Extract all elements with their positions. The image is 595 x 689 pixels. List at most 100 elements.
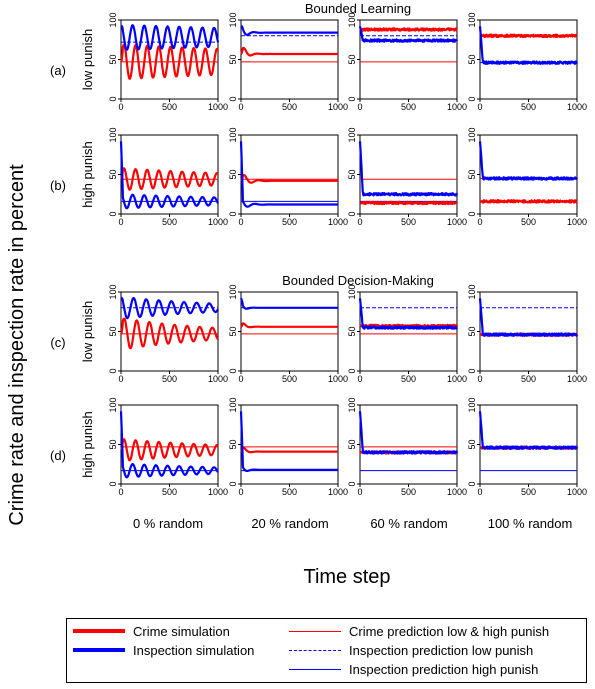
y-tick-label: 50 [228,169,238,179]
x-tick-label: 1000 [328,374,348,384]
inspection-simulation-line [119,411,219,479]
y-tick-label: 50 [347,54,357,64]
x-tick-label: 0 [477,217,482,227]
x-tick-label: 1000 [447,487,467,497]
column-label-0: 0 % random [133,516,203,531]
x-tick-label: 500 [162,217,177,227]
legend-swatch-inspection-prediction-high [289,668,341,670]
inspection-simulation-line [358,298,459,330]
row-name-1: high punish [80,141,95,208]
x-tick-label: 500 [162,487,177,497]
inspection-simulation-line [358,141,459,197]
x-tick-label: 500 [521,217,536,227]
row-tag-3: (d) [50,448,66,463]
legend-item-inspection-simulation: Inspection simulation [73,641,254,659]
inspection-simulation-line [240,297,339,310]
crime-simulation-line [240,174,339,184]
y-tick-label: 0 [467,96,477,101]
legend-swatch-inspection-simulation [73,648,125,652]
y-tick-label: 100 [108,127,118,142]
x-tick-label: 0 [357,217,362,227]
y-tick-label: 0 [108,96,118,101]
x-tick-label: 1000 [447,102,467,112]
y-tick-label: 50 [108,326,118,336]
inspection-simulation-line [478,141,579,181]
y-axis-label: Crime rate and inspection rate in percen… [6,164,28,526]
crime-simulation-line [120,43,220,80]
inspection-simulation-line [478,411,579,450]
y-tick-label: 100 [347,127,357,142]
y-tick-label: 0 [228,211,238,216]
panel-frame [359,291,458,372]
x-tick-label: 0 [238,217,243,227]
legend-label-crime-simulation: Crime simulation [133,623,230,639]
y-tick-label: 100 [108,12,118,27]
y-tick-label: 100 [347,284,357,299]
crime-simulation-line [359,27,458,32]
y-tick-label: 50 [467,439,477,449]
y-tick-label: 50 [228,326,238,336]
panel-frame [359,404,458,485]
y-tick-label: 100 [467,127,477,142]
y-tick-label: 0 [467,211,477,216]
row-tag-0: (a) [50,63,66,78]
x-tick-label: 1000 [208,102,228,112]
crime-simulation-line [479,33,578,39]
x-tick-label: 0 [118,102,123,112]
y-tick-label: 0 [228,481,238,486]
legend-item-crime-prediction: Crime prediction low & high punish [289,622,549,640]
crime-simulation-line [240,46,339,57]
x-tick-label: 1000 [567,102,587,112]
panel-frame [479,404,578,485]
x-tick-label: 0 [477,487,482,497]
y-tick-label: 0 [467,368,477,373]
row-name-0: low punish [80,29,95,90]
row-tag-1: (b) [50,178,66,193]
x-tick-label: 0 [238,374,243,384]
y-tick-label: 50 [108,54,118,64]
legend-item-inspection-prediction-high: Inspection prediction high punish [289,660,538,678]
panel-frame [240,404,339,485]
x-tick-label: 0 [357,374,362,384]
y-tick-label: 50 [108,169,118,179]
y-tick-label: 100 [467,397,477,412]
x-tick-label: 1000 [447,217,467,227]
x-tick-label: 0 [477,102,482,112]
x-tick-label: 500 [401,102,416,112]
column-label-1: 20 % random [251,516,328,531]
y-tick-label: 50 [347,439,357,449]
x-tick-label: 0 [357,487,362,497]
x-tick-label: 0 [118,374,123,384]
y-tick-label: 0 [467,481,477,486]
x-tick-label: 500 [282,487,297,497]
y-tick-label: 100 [108,284,118,299]
y-tick-label: 50 [228,439,238,449]
row-tag-2: (c) [50,335,65,350]
x-tick-label: 500 [282,217,297,227]
legend-label-inspection-prediction-low: Inspection prediction low punish [349,642,534,658]
crime-simulation-line [240,446,339,454]
x-tick-label: 500 [401,374,416,384]
x-tick-label: 500 [401,217,416,227]
y-tick-label: 50 [347,169,357,179]
y-tick-label: 0 [347,211,357,216]
y-tick-label: 100 [228,127,238,142]
y-tick-label: 50 [467,326,477,336]
crime-simulation-line [479,199,578,204]
inspection-simulation-line [358,411,459,455]
x-tick-label: 0 [357,102,362,112]
x-tick-label: 500 [282,102,297,112]
